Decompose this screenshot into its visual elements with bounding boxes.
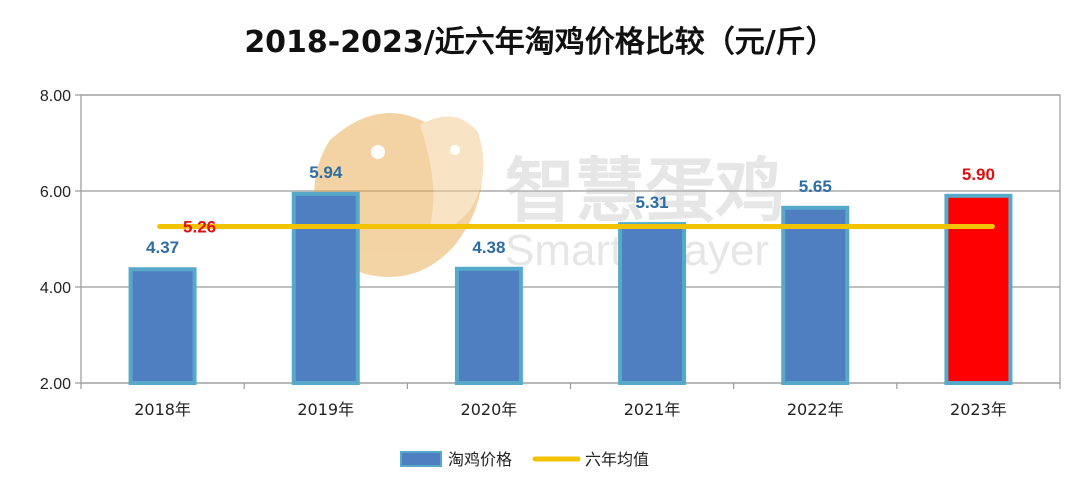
bar-2020年	[454, 266, 523, 386]
y-axis-ticks: 2.00 4.00 6.00 8.00	[40, 88, 71, 393]
x-axis-ticks: 2018年 2019年 2020年 2021年 2022年 2023年	[134, 400, 1007, 419]
y-tick-label: 6.00	[40, 184, 71, 201]
bar-2019年	[291, 191, 360, 385]
x-tick-label: 2022年	[787, 400, 844, 419]
bar-2023年	[944, 193, 1013, 385]
legend-swatch-bar	[400, 451, 442, 467]
legend-label-bar: 淘鸡价格	[448, 450, 512, 469]
bar-2021年	[618, 222, 687, 385]
data-label: 5.31	[636, 193, 669, 212]
y-tick-label: 8.00	[40, 88, 71, 105]
chart-title: 2018-2023/近六年淘鸡价格比较（元/斤）	[244, 25, 835, 60]
x-tick-label: 2023年	[950, 400, 1007, 419]
watermark-cn: 智慧蛋鸡	[505, 150, 785, 232]
data-label: 5.90	[962, 165, 995, 184]
bar-2022年	[781, 205, 850, 385]
data-label: 5.94	[309, 163, 343, 182]
average-label: 5.26	[183, 218, 216, 237]
x-tick-label: 2020年	[461, 400, 518, 419]
data-label: 4.37	[146, 238, 179, 257]
x-tick-label: 2019年	[297, 400, 354, 419]
data-label: 5.65	[799, 177, 832, 196]
y-tick-label: 4.00	[40, 280, 71, 297]
legend-label-line: 六年均值	[585, 450, 649, 469]
x-tick-label: 2018年	[134, 400, 191, 419]
bar-2018年	[128, 267, 197, 385]
x-tick-label: 2021年	[624, 400, 681, 419]
y-tick-label: 2.00	[40, 376, 71, 393]
watermark: 智慧蛋鸡 Smarter layer	[314, 113, 785, 277]
data-labels: 4.37 5.94 4.38 5.31 5.65 5.90	[146, 163, 995, 257]
legend: 淘鸡价格 六年均值	[400, 450, 649, 469]
gridlines	[75, 94, 1061, 389]
data-label: 4.38	[472, 238, 505, 257]
